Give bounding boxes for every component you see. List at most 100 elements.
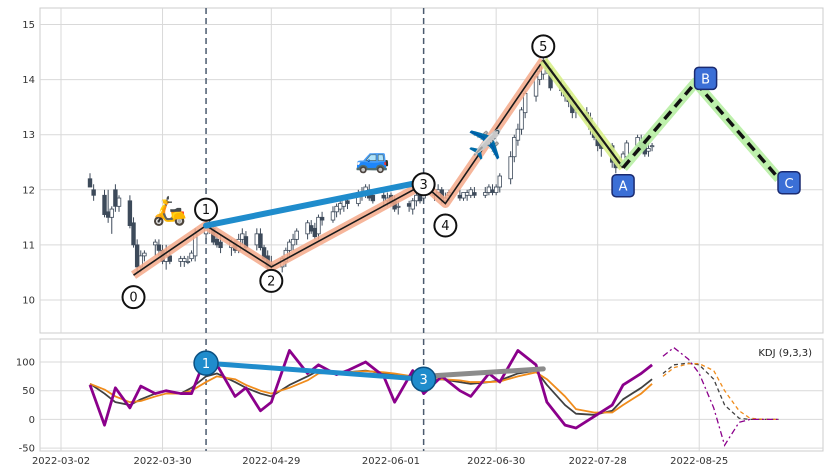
candle-body <box>214 238 220 246</box>
kdj-series: 13 <box>88 346 779 447</box>
x-tick-label: 2022-06-01 <box>362 456 420 467</box>
candle-body <box>91 189 96 196</box>
kdj-y-tick: 0 <box>29 415 35 426</box>
candle-body <box>153 241 158 246</box>
candle-body <box>417 194 423 202</box>
wave-label-box <box>611 173 635 198</box>
candle-body <box>185 260 191 263</box>
impulse-wave-line <box>133 59 544 276</box>
candle-body <box>406 203 412 207</box>
wave-label-4: 4 <box>441 219 449 234</box>
wave-label-c: C <box>784 177 793 192</box>
candle-body <box>497 175 502 188</box>
price-y-tick: 10 <box>22 295 35 306</box>
kdj-d-forecast <box>662 363 779 421</box>
candle-body <box>113 189 118 207</box>
kdj-panel-bg <box>39 338 824 452</box>
candle-body <box>396 205 401 208</box>
x-tick-label: 2022-04-29 <box>242 456 300 467</box>
price-y-tick: 13 <box>22 130 35 141</box>
kdj-marker-circle <box>193 350 219 376</box>
candle-body <box>345 200 350 204</box>
x-tick-label: 2022-03-02 <box>32 456 90 467</box>
candle-body <box>468 189 473 196</box>
wave-label-circle <box>259 268 284 293</box>
candle-body <box>258 233 263 249</box>
kdj-marker-3: 3 <box>419 373 427 388</box>
kdj-j-line <box>88 349 653 430</box>
candle-body <box>330 211 336 221</box>
candle-body <box>316 216 321 235</box>
wave-label-box <box>693 66 718 91</box>
candle-body <box>414 194 419 202</box>
elliott-wave-overlay: 0 1 2 3 4 5 A B C <box>121 34 801 310</box>
car-icon: 🚙 <box>355 142 390 175</box>
kdj-y-tick: -50 <box>19 444 35 455</box>
candle-body <box>189 252 194 260</box>
candle-body <box>512 137 517 158</box>
candle-body <box>287 241 292 251</box>
candle-body <box>134 244 140 268</box>
candle-body <box>127 200 133 226</box>
candle-body <box>472 192 477 196</box>
price-divergence-line <box>203 178 427 229</box>
candle-body <box>109 208 114 218</box>
x-tick-label: 2022-08-25 <box>670 456 728 467</box>
kdj-j-forecast <box>662 346 779 447</box>
kdj-title: KDJ (9,3,3) <box>758 348 812 359</box>
airplane-icon: ✈️ <box>468 127 503 161</box>
x-tick-label: 2022-06-30 <box>467 456 525 467</box>
candle-body <box>515 128 521 141</box>
candle-body <box>105 211 111 218</box>
candle-body <box>312 227 318 238</box>
wave-label-circle <box>411 172 436 197</box>
candle-body <box>410 200 415 210</box>
candle-body <box>87 178 93 188</box>
candle-body <box>156 244 162 251</box>
candle-body <box>254 233 260 246</box>
kdj-y-tick: 50 <box>22 386 35 397</box>
candle-body <box>370 194 376 202</box>
x-tick-label: 2022-03-30 <box>133 456 191 467</box>
price-panel-bg <box>39 7 824 334</box>
wave-label-circle <box>194 197 219 222</box>
kdj-marker-1: 1 <box>202 357 210 372</box>
wave-label-0: 0 <box>129 291 137 306</box>
candle-body <box>457 194 463 199</box>
icon-layer: 🛵 🚙 ✈️ <box>152 127 502 227</box>
candle-body <box>319 216 325 221</box>
divergence-vlines <box>205 8 425 451</box>
kdj-divergence-line <box>203 360 427 382</box>
x-axis: 2022-03-02 2022-03-30 2022-04-29 2022-06-01… <box>32 456 728 467</box>
candle-body <box>305 222 310 235</box>
wave-label-circle <box>531 34 556 59</box>
wave-label-b: B <box>701 72 710 87</box>
price-y-tick: 15 <box>22 20 35 31</box>
candle-body <box>508 156 513 180</box>
price-y-tick: 14 <box>22 75 35 86</box>
candle-body <box>294 230 299 240</box>
candle-body <box>218 241 223 249</box>
candle-body <box>338 203 343 210</box>
candle-body <box>483 192 488 196</box>
candle-body <box>290 238 296 246</box>
candle-body <box>464 192 470 196</box>
candle-body <box>116 197 122 207</box>
wave-5a-line <box>542 59 624 169</box>
wave-label-2: 2 <box>267 274 275 289</box>
candle-body <box>102 194 107 215</box>
candle-body <box>646 148 651 152</box>
wave-label-a: A <box>619 180 628 195</box>
candle-body <box>131 222 136 246</box>
kdj-k-forecast <box>662 362 779 421</box>
scooter-icon: 🛵 <box>152 194 187 227</box>
candle-body <box>493 186 499 193</box>
candle-body <box>240 233 245 240</box>
wave-label-circle <box>121 285 146 310</box>
wave-label-box <box>777 171 801 195</box>
candle-body <box>490 189 495 193</box>
kdj-marker-circle <box>410 366 437 392</box>
candle-body <box>334 205 339 213</box>
